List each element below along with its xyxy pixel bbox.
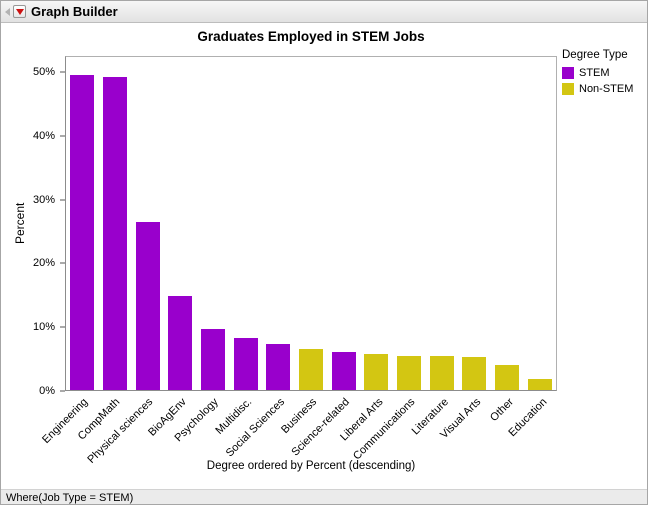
y-tick-mark — [60, 199, 65, 201]
legend: Degree Type STEM Non-STEM — [562, 49, 647, 99]
bar-slot-engineering — [66, 57, 99, 390]
y-tick-mark — [60, 390, 65, 392]
x-tick-label-social-sciences: Social Sciences — [223, 396, 287, 460]
red-triangle-menu-button[interactable] — [13, 5, 26, 18]
bar-psychology[interactable] — [201, 329, 226, 390]
bar-literature[interactable] — [429, 356, 454, 390]
bar-slot-psychology — [197, 57, 230, 390]
legend-title: Degree Type — [562, 49, 628, 61]
chart-title: Graduates Employed in STEM Jobs — [197, 29, 425, 44]
y-tick-mark — [60, 262, 65, 264]
x-tick-label-science-related: Science-related — [289, 396, 353, 459]
bar-compmath[interactable] — [103, 77, 127, 390]
y-tick-label: 0% — [39, 385, 55, 397]
bar-multidisc[interactable] — [233, 338, 258, 390]
bar-social-sciences[interactable] — [266, 344, 291, 390]
bar-slot-visual-arts — [458, 57, 491, 390]
bar-slot-education — [523, 57, 556, 390]
legend-swatch-non-stem — [562, 83, 574, 95]
x-tick-label-communications: Communications — [351, 396, 418, 463]
bar-science-related[interactable] — [331, 351, 356, 390]
legend-swatch-stem — [562, 67, 574, 79]
x-axis-title: Degree ordered by Percent (descending) — [206, 460, 416, 472]
y-tick-label: 20% — [32, 257, 55, 270]
legend-entry-non-stem[interactable]: Non-STEM — [562, 83, 647, 95]
bar-slot-science-related — [327, 57, 360, 390]
x-tick-label-other: Other — [488, 396, 517, 424]
bar-education[interactable] — [527, 378, 552, 390]
titlebar: Graph Builder — [1, 1, 647, 23]
bar-slot-other — [491, 57, 524, 390]
red-triangle-icon — [15, 8, 24, 15]
bar-slot-physical-sciences — [131, 57, 164, 390]
bar-bioagenv[interactable] — [168, 296, 193, 390]
bar-communications[interactable] — [397, 355, 422, 390]
bar-slot-multidisc — [229, 57, 262, 390]
bar-slot-liberal-arts — [360, 57, 393, 390]
y-tick-label: 30% — [32, 193, 55, 206]
bar-slot-communications — [393, 57, 426, 390]
y-tick-label: 10% — [32, 321, 55, 334]
y-axis: 0% 10% 20% 30% 40% 50% — [1, 56, 65, 397]
y-tick-mark — [60, 71, 65, 73]
bar-other[interactable] — [495, 365, 520, 390]
bar-liberal-arts[interactable] — [364, 354, 389, 390]
y-tick-label: 40% — [32, 129, 55, 142]
bar-slot-business — [295, 57, 328, 390]
window-title: Graph Builder — [31, 4, 118, 19]
y-tick-mark — [60, 135, 65, 137]
y-tick-label: 50% — [32, 65, 55, 78]
bar-engineering[interactable] — [70, 75, 95, 390]
plot-area[interactable] — [65, 56, 557, 391]
report-panel: Graduates Employed in STEM Jobs Percent … — [1, 23, 647, 489]
bar-slot-bioagenv — [164, 57, 197, 390]
status-bar: Where(Job Type = STEM) — [1, 489, 647, 504]
collapse-triangle-icon[interactable] — [5, 7, 10, 16]
x-axis-labels: Engineering CompMath Physical sciences BioA… — [40, 394, 557, 466]
bar-visual-arts[interactable] — [462, 357, 487, 390]
where-clause: Where(Job Type = STEM) — [6, 492, 134, 504]
bar-slot-social-sciences — [262, 57, 295, 390]
legend-entries: STEM Non-STEM — [562, 67, 647, 95]
legend-label: Non-STEM — [579, 83, 634, 95]
y-tick-mark — [60, 326, 65, 328]
legend-label: STEM — [579, 67, 610, 79]
bar-business[interactable] — [299, 348, 324, 390]
x-tick-label-physical-sciences: Physical sciences — [85, 396, 156, 466]
bar-physical-sciences[interactable] — [135, 221, 160, 390]
legend-entry-stem[interactable]: STEM — [562, 67, 647, 79]
bar-slot-literature — [425, 57, 458, 390]
bar-slot-compmath — [99, 57, 132, 390]
